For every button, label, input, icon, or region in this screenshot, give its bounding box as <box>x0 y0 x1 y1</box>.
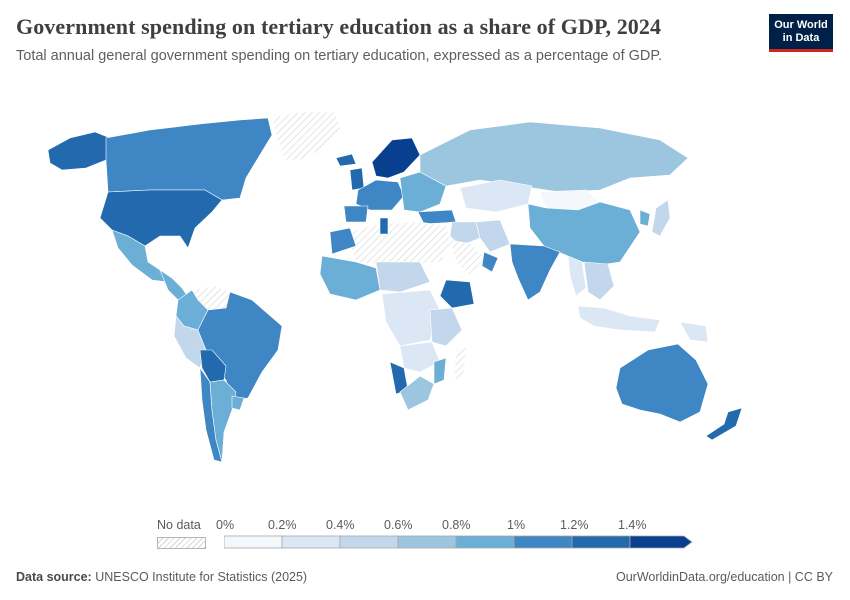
chart-title: Government spending on tertiary educatio… <box>16 14 662 39</box>
data-source: Data source: UNESCO Institute for Statis… <box>16 570 307 584</box>
legend-bin-4[interactable] <box>455 535 515 549</box>
region-madagascar[interactable] <box>453 345 467 381</box>
region-middle-east[interactable] <box>449 221 481 247</box>
region-morocco[interactable] <box>329 227 357 255</box>
legend-tick-1: 0.2% <box>268 518 297 532</box>
region-sahel[interactable] <box>375 261 431 293</box>
region-iceland[interactable] <box>335 153 357 167</box>
chart-subtitle: Total annual general government spending… <box>16 48 663 64</box>
legend-bin-3[interactable] <box>397 535 457 549</box>
region-north-africa[interactable] <box>345 221 453 267</box>
region-south-africa[interactable] <box>399 375 435 411</box>
world-map <box>47 111 743 463</box>
region-iran[interactable] <box>475 219 511 253</box>
region-myanmar[interactable] <box>567 255 587 297</box>
region-iberia[interactable] <box>343 205 369 223</box>
region-turkey[interactable] <box>417 209 457 225</box>
legend-tick-6: 1.2% <box>560 518 589 532</box>
logo-line-2: in Data <box>782 32 820 44</box>
legend-bin-5[interactable] <box>513 535 573 549</box>
region-ethiopia[interactable] <box>439 279 475 309</box>
legend-bin-7[interactable] <box>629 535 693 549</box>
region-china[interactable] <box>527 201 641 267</box>
region-tunisia[interactable] <box>379 217 389 235</box>
logo-line-1: Our World <box>774 19 828 31</box>
legend-color-scale <box>224 535 693 549</box>
region-argentina[interactable] <box>209 379 237 463</box>
legend-tick-0: 0% <box>216 518 235 532</box>
region-southeast-asia[interactable] <box>583 261 615 301</box>
region-new-zealand[interactable] <box>705 407 743 441</box>
footer-link[interactable]: OurWorldinData.org/education | CC BY <box>615 570 833 584</box>
region-uruguay[interactable] <box>231 395 245 411</box>
legend-tick-3: 0.6% <box>384 518 413 532</box>
region-southern-africa[interactable] <box>399 341 441 373</box>
region-japan[interactable] <box>651 199 671 237</box>
legend-bin-1[interactable] <box>281 535 341 549</box>
region-greenland[interactable] <box>271 111 341 161</box>
region-western-europe[interactable] <box>355 179 405 211</box>
legend-tick-2: 0.4% <box>326 518 355 532</box>
legend-no-data-swatch <box>157 537 206 549</box>
legend-no-data-label: No data <box>157 518 201 532</box>
region-kazakhstan[interactable] <box>459 179 533 213</box>
region-east-africa[interactable] <box>429 307 463 347</box>
owid-logo[interactable]: Our World in Data <box>769 14 833 52</box>
legend-bin-2[interactable] <box>339 535 399 549</box>
region-saudi-arabia[interactable] <box>449 239 489 277</box>
region-central-africa[interactable] <box>381 289 441 347</box>
legend-tick-4: 0.8% <box>442 518 471 532</box>
legend-tick-5: 1% <box>507 518 526 532</box>
region-russia[interactable] <box>419 121 689 193</box>
region-alaska[interactable] <box>47 131 111 171</box>
region-australia[interactable] <box>615 343 709 423</box>
data-source-label: Data source: <box>16 570 92 584</box>
region-mozambique[interactable] <box>433 357 447 385</box>
region-canada[interactable] <box>105 117 273 201</box>
region-indonesia[interactable] <box>577 305 661 333</box>
data-source-text[interactable]: UNESCO Institute for Statistics (2025) <box>95 570 308 584</box>
region-india[interactable] <box>509 243 561 301</box>
region-oman[interactable] <box>481 251 499 273</box>
legend-bin-0[interactable] <box>224 535 283 549</box>
region-korea[interactable] <box>639 209 651 227</box>
region-papua-new-guinea[interactable] <box>679 321 709 343</box>
region-united-kingdom[interactable] <box>349 167 365 191</box>
region-west-africa[interactable] <box>319 255 381 301</box>
legend-tick-7: 1.4% <box>618 518 647 532</box>
legend-bin-6[interactable] <box>571 535 631 549</box>
region-scandinavia[interactable] <box>371 137 421 179</box>
